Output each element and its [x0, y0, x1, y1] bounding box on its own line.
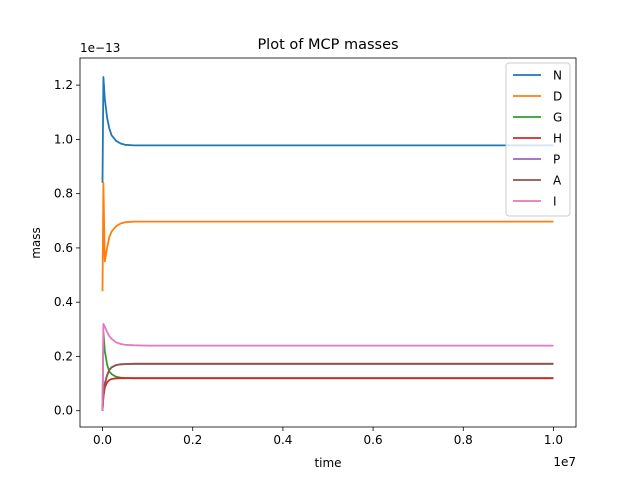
legend-label-n: N — [553, 69, 562, 83]
y-tick-label: 0.4 — [54, 295, 73, 309]
y-tick-label: 0.2 — [54, 349, 73, 363]
y-tick-label: 0.0 — [54, 404, 73, 418]
x-axis-label: time — [314, 456, 341, 470]
axes-layer: 0.0 0.2 0.4 0.6 0.8 1.0 0.0 0.2 0.4 0.6 0.8 1.0 1.2 — [54, 57, 577, 447]
legend-box — [505, 62, 571, 217]
legend-label-d: D — [553, 90, 562, 104]
x-tick-label: 0.8 — [454, 433, 473, 447]
legend-label-h: H — [553, 132, 562, 146]
series-line-n — [101, 76, 554, 183]
x-tick-label: 0.2 — [183, 433, 202, 447]
legend-label-i: I — [553, 195, 557, 209]
series-line-d — [101, 181, 554, 292]
series-line-h — [101, 377, 554, 411]
legend-label-g: G — [553, 111, 562, 125]
x-tick-label: 0.6 — [364, 433, 383, 447]
y-offset-label: 1e−13 — [80, 41, 120, 55]
plot-frame — [79, 57, 577, 428]
y-tick-label: 1.2 — [54, 78, 73, 92]
series-layer — [101, 76, 554, 411]
y-axis-label: mass — [29, 227, 43, 259]
legend-label-p: P — [553, 153, 560, 167]
y-tick-label: 0.8 — [54, 187, 73, 201]
x-tick-label: 0.4 — [273, 433, 292, 447]
y-tick-label: 1.0 — [54, 132, 73, 146]
legend-label-a: A — [553, 174, 562, 188]
x-tick-label: 1.0 — [544, 433, 563, 447]
series-line-i — [101, 322, 554, 411]
series-line-a — [101, 362, 554, 411]
chart-title: Plot of MCP masses — [257, 37, 398, 53]
x-tick-label: 0.0 — [93, 433, 112, 447]
x-offset-label: 1e7 — [553, 455, 576, 469]
y-tick-label: 0.6 — [54, 241, 73, 255]
